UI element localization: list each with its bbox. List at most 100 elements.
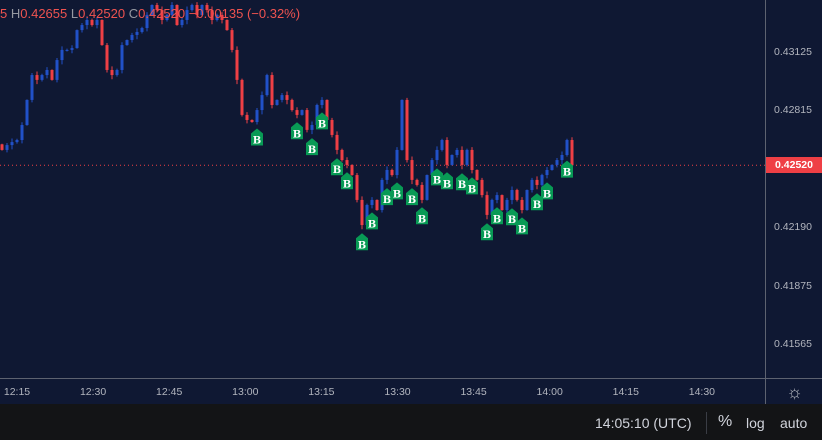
buy-marker-label: B (518, 224, 526, 235)
candle-body (355, 175, 359, 200)
candle-body (120, 45, 124, 70)
candle-body (200, 4, 204, 15)
candle-body (545, 169, 549, 176)
buy-marker-label: B (318, 119, 326, 130)
candle-body (105, 45, 109, 70)
candle-body (255, 110, 259, 123)
candle-body (155, 4, 159, 11)
candle-body (390, 169, 394, 176)
candle-body (115, 69, 119, 76)
candle-body (225, 19, 229, 31)
candle-body (250, 119, 254, 123)
buy-marker (541, 182, 553, 200)
bottom-toolbar: 14:05:10 (UTC) % log auto (0, 404, 822, 440)
buy-marker (356, 233, 368, 251)
candle-body (450, 154, 454, 165)
price-tick-label: 0.42815 (774, 104, 812, 117)
candle-body (570, 140, 574, 166)
candle-body (265, 75, 269, 96)
buy-marker (381, 188, 393, 206)
candle-body (30, 75, 34, 100)
time-tick-label: 14:30 (688, 386, 716, 398)
candle-body (370, 199, 374, 205)
buy-marker (466, 177, 478, 195)
candle-body (245, 114, 249, 120)
candle-body (285, 95, 289, 100)
candle-body (5, 145, 9, 150)
buy-marker (516, 217, 528, 235)
candle-body (15, 140, 19, 143)
buy-marker-label: B (563, 168, 571, 179)
candle-body (60, 49, 64, 61)
buy-marker (491, 207, 503, 225)
time-axis[interactable]: 12:15 12:30 12:45 13:00 13:15 13:30 13:45 14:00… (0, 378, 765, 405)
candle-body (500, 195, 504, 211)
candle-body (330, 119, 334, 135)
candle-body (400, 99, 404, 150)
buy-marker-label: B (443, 179, 451, 190)
candle-body (190, 4, 194, 11)
candle-body (325, 99, 329, 120)
candle-body (375, 199, 379, 211)
candle-body (45, 69, 49, 76)
candle-body (90, 19, 94, 26)
candle-body (455, 149, 459, 155)
candle-body (235, 49, 239, 80)
candle-body (540, 175, 544, 185)
buy-marker-label: B (533, 200, 541, 211)
price-tick-label: 0.42190 (774, 221, 812, 234)
candle-body (525, 190, 529, 211)
buy-marker (391, 182, 403, 200)
buy-marker (316, 112, 328, 130)
candle-body (170, 4, 174, 15)
buy-marker-label: B (308, 145, 316, 156)
buy-marker (416, 207, 428, 225)
candle-body (210, 10, 214, 20)
utc-clock[interactable]: 14:05:10 (UTC) (595, 415, 692, 431)
candle-body (135, 31, 139, 35)
gear-icon[interactable]: ☼ (765, 378, 822, 405)
candle-body (180, 19, 184, 26)
auto-toggle[interactable]: auto (780, 415, 808, 431)
divider (706, 412, 707, 434)
candle-body (405, 99, 409, 161)
buy-marker (441, 172, 453, 190)
candle-body (340, 149, 344, 161)
time-tick-label: 13:45 (460, 386, 487, 398)
percent-toggle[interactable]: % (718, 413, 733, 430)
candle-body (535, 179, 539, 185)
buy-marker (306, 138, 318, 156)
candle-body (80, 25, 84, 31)
candle-body (70, 48, 74, 50)
candle-body (495, 195, 499, 200)
buy-marker-label: B (333, 165, 341, 176)
time-tick-label: 12:45 (156, 386, 183, 398)
candle-body (565, 140, 569, 155)
buy-marker (341, 172, 353, 190)
current-price-label: 0.42520 (766, 157, 822, 174)
candle-body (0, 144, 4, 150)
candle-body (110, 69, 114, 76)
ohlc-legend: 5 H0.42655 L0.42520 C0.42520 −0.00135 (−… (0, 6, 300, 21)
candle-body (125, 40, 129, 46)
candle-body (470, 149, 474, 170)
candle-body (410, 160, 414, 180)
candle-body (365, 204, 369, 226)
candle-body (490, 199, 494, 215)
time-tick-label: 13:00 (232, 386, 259, 398)
buy-marker (561, 160, 573, 178)
buy-marker-label: B (508, 215, 516, 226)
price-axis[interactable]: 0.43125 0.42815 0.42190 0.41875 0.41565 0.425… (765, 0, 822, 378)
candle-body (230, 30, 234, 50)
candle-body (350, 164, 354, 176)
candle-body (50, 69, 54, 80)
time-tick-label: 14:00 (536, 386, 563, 398)
candle-body (195, 4, 199, 15)
buy-marker-label: B (543, 189, 551, 200)
candle-body (35, 75, 39, 80)
log-toggle[interactable]: log (746, 415, 765, 431)
price-tick-label: 0.41875 (774, 280, 812, 293)
candle-body (555, 160, 559, 165)
buy-marker (331, 158, 343, 176)
